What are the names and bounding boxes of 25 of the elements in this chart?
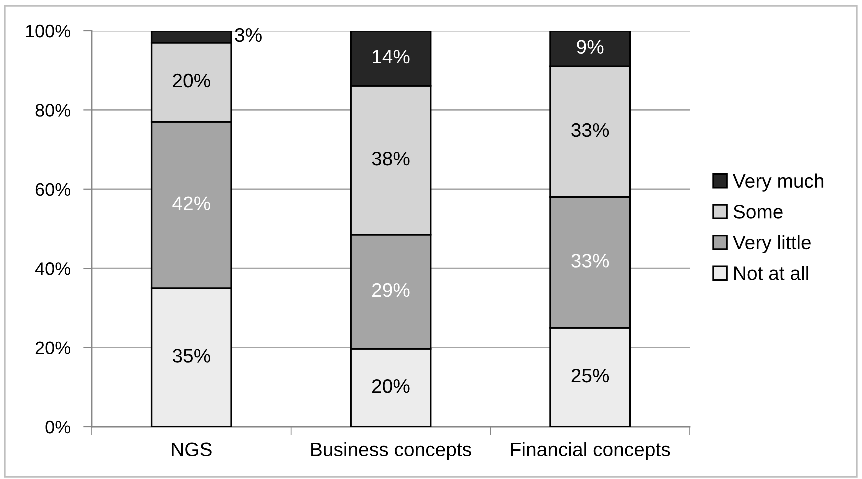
- data-label: 35%: [172, 349, 210, 363]
- data-label: 3%: [235, 28, 262, 42]
- data-label: 14%: [373, 50, 410, 64]
- data-label: 42%: [172, 196, 210, 210]
- data-label: 38%: [372, 152, 410, 166]
- y-tick-label: 100%: [26, 24, 71, 38]
- y-tick-label: 40%: [35, 262, 71, 276]
- data-label: 20%: [372, 379, 410, 394]
- x-tick-label: NGS: [172, 442, 212, 457]
- y-tick-label: 60%: [36, 183, 71, 196]
- legend-label: Some: [734, 205, 783, 219]
- legend-label: Very little: [733, 235, 811, 254]
- data-label: 29%: [372, 283, 410, 298]
- x-tick-label: Financial concepts: [511, 442, 670, 460]
- data-label: 25%: [572, 368, 610, 383]
- legend-label: Very much: [733, 174, 824, 192]
- data-label: 20%: [173, 74, 210, 88]
- y-tick-label: 20%: [36, 342, 71, 355]
- y-tick-label: 0%: [46, 420, 71, 434]
- x-tick-label: Business concepts: [312, 442, 472, 460]
- data-label: 33%: [572, 254, 610, 268]
- y-tick-label: 80%: [36, 104, 71, 117]
- data-label: 9%: [577, 40, 604, 54]
- data-label: 33%: [572, 123, 610, 138]
- legend-label: Not at all: [734, 266, 808, 280]
